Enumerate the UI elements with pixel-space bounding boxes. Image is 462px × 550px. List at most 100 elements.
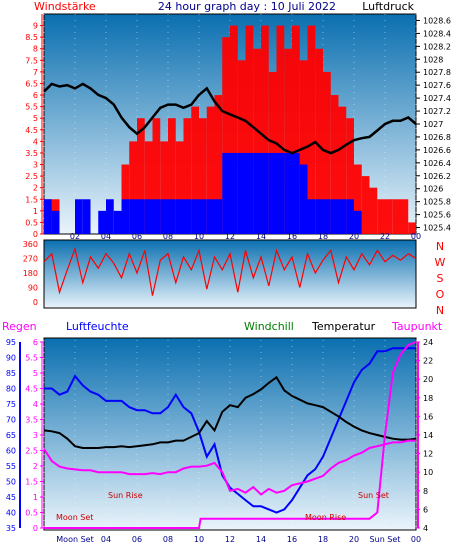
wind-gust-bar [330, 95, 339, 234]
wind-gust-bar [253, 48, 261, 234]
temp-axis-tick-label: 14 [423, 431, 433, 440]
wind-average-bar [113, 210, 122, 234]
rain-axis-tick-label: 0 [33, 524, 38, 533]
humidity-axis-tick-label: 60 [6, 447, 16, 456]
time-axis-tick-label: 14 [256, 535, 266, 544]
rain-axis-tick-label: 5.5 [25, 354, 38, 363]
time-axis-tick-label: 02 [70, 232, 80, 241]
wind-bars [44, 25, 416, 234]
humidity-axis-tick-label: 90 [6, 354, 16, 363]
rain-axis-tick-label: 1 [33, 493, 38, 502]
wind-average-bar [237, 152, 246, 234]
wind-direction-plot-area [43, 239, 417, 309]
humidity-axis-tick-label: 45 [6, 493, 16, 502]
wind-average-bar [175, 199, 184, 234]
wind-gust-bar [168, 118, 176, 234]
time-axis-tick-label: 12 [225, 232, 235, 241]
wind-average-bar [261, 152, 269, 234]
wind-average-bar [354, 210, 362, 234]
moon-set-annotation: Moon Set [56, 513, 93, 522]
humidity-axis-tick-label: 95 [6, 338, 16, 347]
time-axis-tick-label: 16 [287, 232, 297, 241]
direction-axis-tick-label: 0 [33, 298, 38, 307]
time-axis-tick-label: 06 [132, 232, 142, 241]
wind-average-bar [129, 199, 137, 234]
temperature-plot-area [43, 337, 417, 531]
wind-gust-bar [369, 187, 378, 234]
time-axis-tick-label: 00 [411, 232, 421, 241]
pressure-axis-tick-label: 1026 [423, 185, 443, 194]
wind-gust-bar [137, 118, 145, 234]
wind-gust-bar [354, 164, 362, 234]
temperatur-label: Temperatur [311, 320, 376, 333]
wind-axis-tick-label: 2.5 [25, 172, 38, 181]
temp-axis-tick-label: 20 [423, 375, 433, 384]
time-axis-tick-label: 10 [194, 535, 204, 544]
wind-average-bar [214, 199, 223, 234]
pressure-axis-tick-label: 1028.2 [423, 42, 451, 51]
time-axis-tick-label: 22 [380, 232, 390, 241]
wind-average-bar [330, 199, 339, 234]
rain-axis-tick-label: 2.5 [25, 447, 38, 456]
wind-axis-tick-label: 5.5 [25, 103, 38, 112]
windchill-label: Windchill [244, 320, 294, 333]
wind-average-bar [98, 210, 106, 234]
wind-average-bar [82, 199, 91, 234]
wind-gust-bar [307, 25, 316, 234]
temperature-lines [43, 341, 417, 529]
humidity-axis-tick-label: 40 [6, 509, 16, 518]
wind-gust-bar [392, 199, 401, 234]
time-axis-tick-label: 08 [163, 535, 173, 544]
wind-average-bar [307, 199, 316, 234]
wind-gust-bar [183, 118, 192, 234]
temp-axis-tick-label: 10 [423, 468, 433, 477]
rain-axis-tick-label: 0.5 [25, 509, 38, 518]
wind-gust-bar [400, 199, 409, 234]
wind-gust-bar [361, 176, 370, 234]
wind-average-bar [121, 199, 130, 234]
wind-average-bar [346, 199, 354, 234]
wind-axis-tick-label: 7 [33, 68, 38, 77]
rain-axis-tick-label: 4.5 [25, 385, 38, 394]
direction-axis-tick-label: 180 [23, 269, 38, 278]
wind-average-bar [199, 199, 207, 234]
wind-axis-tick-label: 8 [33, 45, 38, 54]
temp-axis-tick-label: 24 [423, 338, 433, 347]
rain-axis-tick-label: 5 [33, 369, 38, 378]
wind-gust-bar [160, 141, 168, 234]
pressure-axis-tick-label: 1028.6 [423, 16, 451, 25]
temp-axis-tick-label: 16 [423, 412, 433, 421]
compass-label: S [437, 272, 444, 285]
compass-label: O [436, 288, 445, 301]
wind-average-bar [44, 199, 52, 234]
time-axis-tick-label: 04 [101, 535, 111, 544]
wind-average-bar [168, 199, 176, 234]
pressure-axis-tick-label: 1025.4 [423, 224, 451, 233]
axes: 00.511.522.533.544.555.566.577.588.59102… [6, 14, 451, 544]
pressure-axis-tick-label: 1025.8 [423, 198, 451, 207]
wind-axis-tick-label: 3.5 [25, 149, 38, 158]
wind-average-bar [191, 199, 199, 234]
wind-gust-bar [245, 25, 254, 234]
wind-direction-line [43, 246, 417, 296]
wind-axis-tick-label: 1.5 [25, 195, 38, 204]
time-axis-tick-label: Sun Set [370, 535, 401, 544]
wind-gust-bar [206, 106, 215, 234]
humidity-axis-tick-label: 80 [6, 385, 16, 394]
regen-label: Regen [2, 320, 37, 333]
wind-gust-bar [214, 95, 223, 234]
moon-rise-annotation: Moon Rise [305, 513, 346, 522]
wind-gust-bar [144, 141, 153, 234]
wind-axis-tick-label: 1 [33, 207, 38, 216]
wind-gust-bar [152, 118, 161, 234]
pressure-axis-tick-label: 1028 [423, 55, 443, 64]
wind-average-bar [299, 164, 308, 234]
wind-direction-series-line [43, 246, 417, 296]
wind-average-bar [338, 199, 347, 234]
pressure-axis-tick-label: 1025.6 [423, 211, 451, 220]
wind-axis-tick-label: 6 [33, 91, 38, 100]
wind-average-bar [230, 152, 238, 234]
wind-average-bar [144, 199, 153, 234]
time-axis-tick-label: 18 [318, 232, 328, 241]
wind-gust-bar [377, 199, 385, 234]
